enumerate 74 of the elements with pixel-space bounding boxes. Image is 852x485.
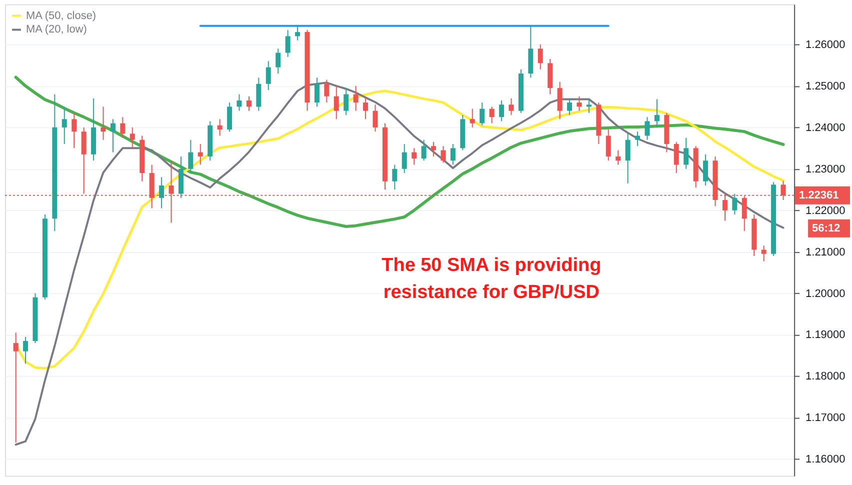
y-tick-label: 1.16000	[806, 454, 846, 466]
candlestick	[13, 332, 18, 444]
legend-label: MA (50, close)	[26, 10, 96, 22]
candlestick	[703, 154, 708, 186]
y-tick-label: 1.20000	[806, 288, 846, 300]
annotation: The 50 SMA is providing resistance for GBP/USD	[382, 254, 602, 303]
candlestick	[372, 104, 378, 132]
y-tick-label: 1.21000	[806, 246, 846, 258]
candlestick	[100, 106, 106, 140]
candlestick	[674, 141, 679, 174]
candlestick	[266, 60, 271, 91]
candlestick	[625, 133, 630, 184]
candlestick	[557, 81, 562, 120]
y-tick-label: 1.18000	[806, 370, 846, 383]
candlestick	[23, 336, 28, 364]
candlestick	[217, 118, 222, 136]
candlestick	[363, 96, 368, 120]
candlestick	[606, 129, 611, 162]
candlestick	[324, 79, 330, 104]
candlestick	[644, 116, 650, 140]
y-tick-label: 1.19000	[806, 329, 846, 342]
candlestick	[480, 102, 485, 126]
y-tick-label: 1.23000	[806, 163, 846, 176]
y-tick-label: 1.17000	[806, 412, 846, 424]
candlestick	[81, 126, 86, 194]
candlestick	[246, 96, 252, 112]
candlestick	[72, 112, 77, 149]
candlestick	[130, 126, 135, 149]
candlestick	[470, 108, 475, 128]
candlestick	[334, 85, 339, 120]
candlestick	[586, 98, 592, 114]
candlestick	[110, 118, 116, 153]
line-series	[14, 76, 785, 228]
candlestick	[616, 150, 621, 166]
candlestick	[276, 48, 281, 74]
candlestick	[227, 102, 232, 132]
candlestick	[684, 137, 689, 170]
candlestick	[159, 176, 164, 209]
candlestick	[295, 25, 300, 41]
text: 56:12	[812, 222, 840, 234]
candlestick	[392, 164, 398, 190]
candlestick	[538, 44, 543, 70]
candlestick	[120, 116, 126, 138]
legend-label: MA (20, low)	[26, 24, 87, 36]
candlestick	[499, 100, 504, 122]
candlestick	[761, 245, 766, 262]
candlestick	[576, 96, 582, 112]
candlestick	[654, 98, 660, 128]
candlestick	[353, 85, 358, 112]
y-tick-label: 1.25000	[806, 80, 846, 92]
candlestick	[421, 139, 426, 162]
candlestick	[402, 144, 407, 174]
candlestick	[236, 94, 242, 112]
candlestick	[508, 98, 514, 116]
candlestick	[256, 77, 262, 112]
candlestick	[732, 193, 738, 215]
ref-line-label: 1.22361	[799, 189, 839, 202]
candlestick	[450, 144, 456, 166]
y-tick-label: 1.24000	[806, 122, 846, 134]
candlestick	[440, 146, 446, 164]
candlestick	[635, 131, 640, 147]
candlestick	[567, 98, 572, 116]
candlestick	[412, 148, 417, 166]
candlestick	[344, 88, 349, 116]
candlestick	[62, 106, 67, 145]
candlestick	[188, 139, 194, 174]
candlestick	[489, 106, 494, 124]
candlestick	[314, 77, 320, 108]
candlestick	[198, 144, 203, 166]
y-tick-label: 1.22000	[806, 204, 846, 217]
y-tick-label: 1.26000	[806, 38, 846, 51]
line-series	[14, 82, 784, 446]
candlestick	[431, 141, 436, 157]
candlestick	[285, 29, 290, 58]
